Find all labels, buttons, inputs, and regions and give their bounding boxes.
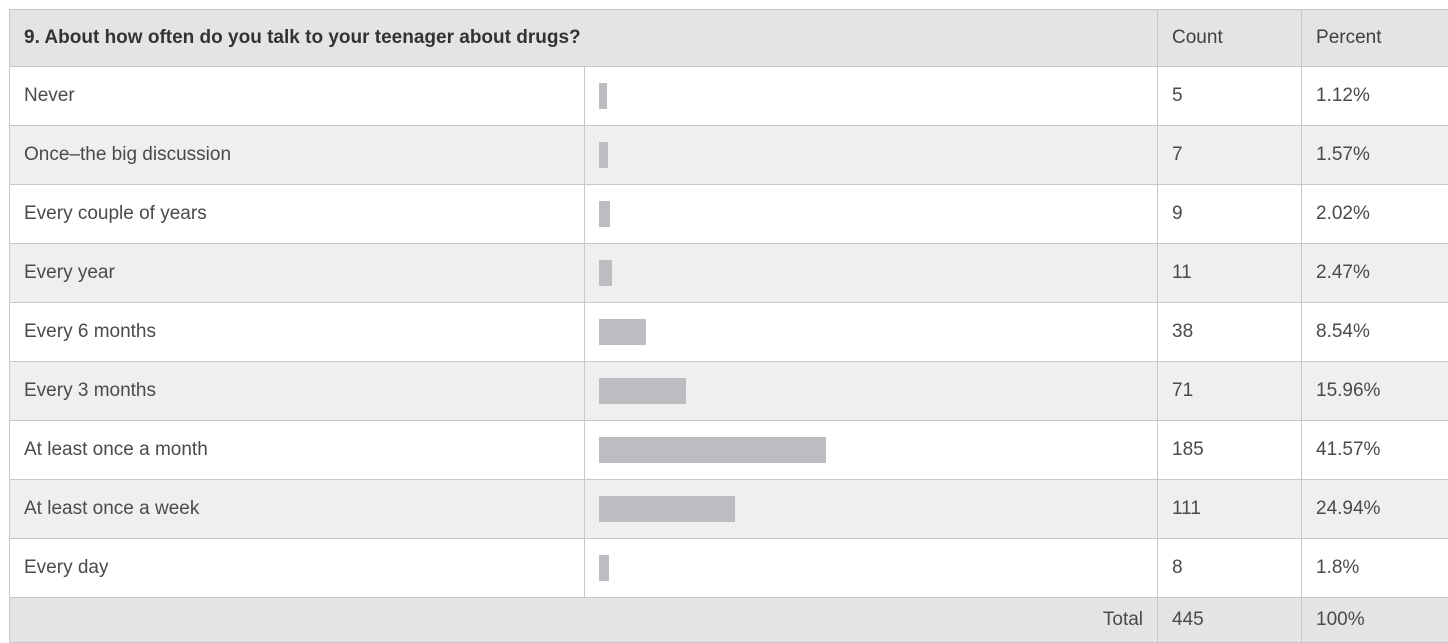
bar-cell <box>583 125 1159 185</box>
bar-mark <box>599 437 826 463</box>
answer-label: Every 3 months <box>9 361 585 421</box>
bar-mark <box>599 142 608 168</box>
bar-cell <box>583 538 1159 598</box>
total-row: Total 445 100% <box>8 597 1448 643</box>
survey-results-table: 9. About how often do you talk to your t… <box>8 9 1448 643</box>
answer-label: At least once a month <box>9 420 585 480</box>
count-value: 9 <box>1157 184 1303 244</box>
table-row: Every day 8 1.8% <box>9 538 1448 598</box>
bar-cell <box>583 243 1159 303</box>
total-count: 445 <box>1157 597 1303 643</box>
percent-value: 2.47% <box>1301 243 1448 303</box>
count-value: 111 <box>1157 479 1303 539</box>
answer-label: At least once a week <box>9 479 585 539</box>
question-title: 9. About how often do you talk to your t… <box>8 9 1159 67</box>
count-value: 8 <box>1157 538 1303 598</box>
percent-value: 8.54% <box>1301 302 1448 362</box>
bar-cell <box>583 184 1159 244</box>
bar-mark <box>599 260 612 286</box>
percent-value: 1.57% <box>1301 125 1448 185</box>
total-label: Total <box>8 597 1159 643</box>
percent-value: 15.96% <box>1301 361 1448 421</box>
table-row: Once–the big discussion 7 1.57% <box>9 125 1448 185</box>
bar-mark <box>599 83 607 109</box>
header-row: 9. About how often do you talk to your t… <box>8 9 1448 67</box>
answer-label: Every couple of years <box>9 184 585 244</box>
bar-cell <box>583 420 1159 480</box>
count-header: Count <box>1157 9 1303 67</box>
answer-label: Every 6 months <box>9 302 585 362</box>
percent-value: 41.57% <box>1301 420 1448 480</box>
bar-cell <box>583 302 1159 362</box>
table-row: Every couple of years 9 2.02% <box>9 184 1448 244</box>
answer-label: Never <box>9 66 585 126</box>
answer-label: Once–the big discussion <box>9 125 585 185</box>
bar-cell <box>583 66 1159 126</box>
bar-mark <box>599 201 610 227</box>
bar-mark <box>599 555 609 581</box>
percent-value: 2.02% <box>1301 184 1448 244</box>
table-row: Every year 11 2.47% <box>9 243 1448 303</box>
bar-cell <box>583 479 1159 539</box>
count-value: 5 <box>1157 66 1303 126</box>
bar-mark <box>599 496 735 522</box>
percent-header: Percent <box>1301 9 1448 67</box>
table-row: At least once a week 111 24.94% <box>9 479 1448 539</box>
percent-value: 1.8% <box>1301 538 1448 598</box>
count-value: 71 <box>1157 361 1303 421</box>
count-value: 185 <box>1157 420 1303 480</box>
bar-cell <box>583 361 1159 421</box>
count-value: 38 <box>1157 302 1303 362</box>
answer-label: Every year <box>9 243 585 303</box>
count-value: 7 <box>1157 125 1303 185</box>
bar-mark <box>599 319 646 345</box>
table-row: At least once a month 185 41.57% <box>9 420 1448 480</box>
percent-value: 24.94% <box>1301 479 1448 539</box>
table-row: Every 3 months 71 15.96% <box>9 361 1448 421</box>
answer-label: Every day <box>9 538 585 598</box>
percent-value: 1.12% <box>1301 66 1448 126</box>
table-row: Every 6 months 38 8.54% <box>9 302 1448 362</box>
bar-mark <box>599 378 686 404</box>
total-percent: 100% <box>1301 597 1448 643</box>
count-value: 11 <box>1157 243 1303 303</box>
table-row: Never 5 1.12% <box>9 66 1448 126</box>
